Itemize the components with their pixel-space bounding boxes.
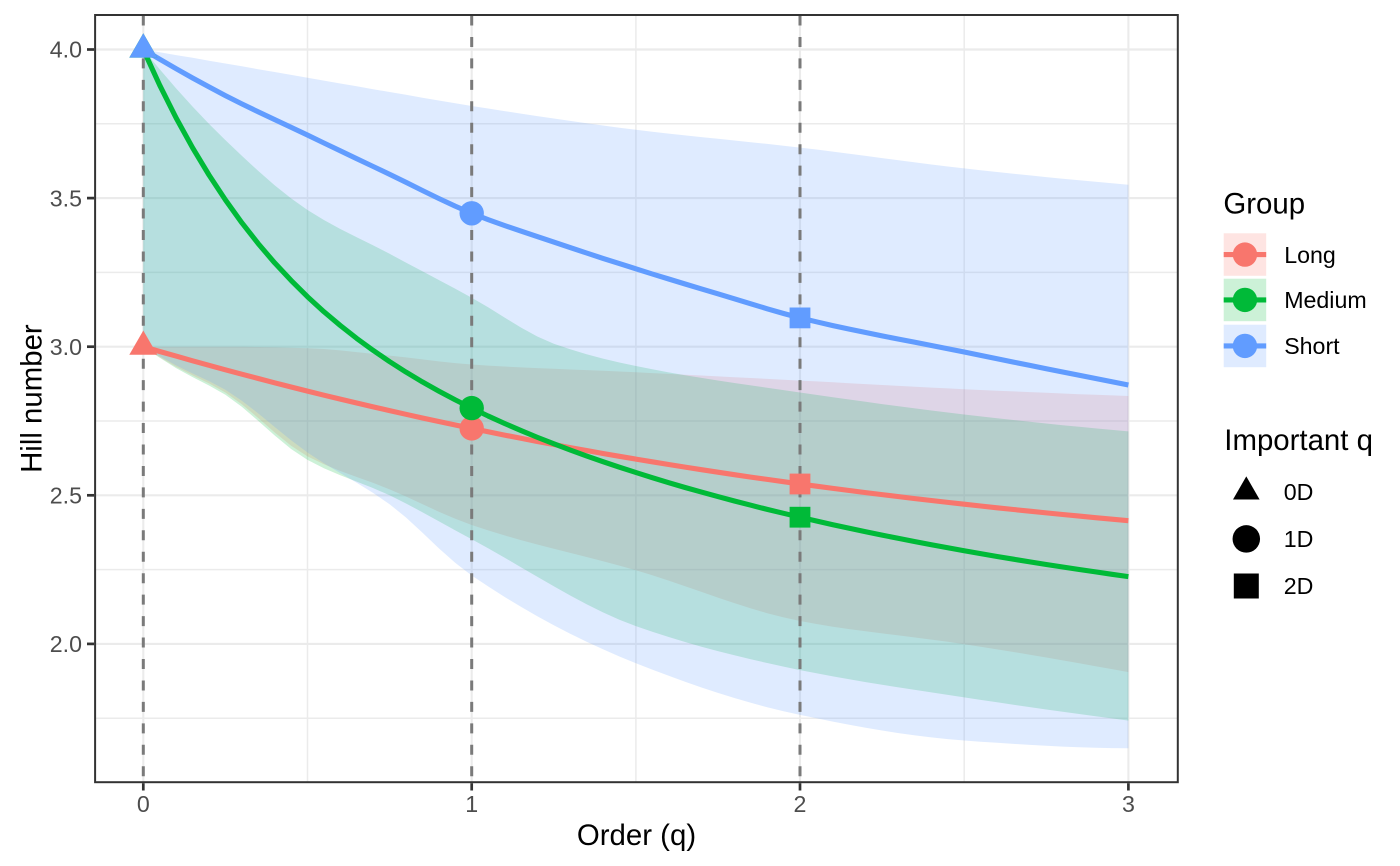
svg-text:Group: Group [1223,188,1305,221]
svg-text:2.0: 2.0 [50,631,82,657]
svg-text:3: 3 [1122,791,1135,817]
svg-text:Important q: Important q [1224,424,1373,457]
svg-text:Long: Long [1284,242,1336,268]
svg-text:2D: 2D [1284,573,1314,599]
svg-text:1D: 1D [1284,526,1314,552]
svg-text:Hill number: Hill number [16,324,49,473]
svg-text:2.5: 2.5 [50,483,82,509]
svg-text:Short: Short [1284,333,1340,359]
svg-text:0: 0 [137,791,150,817]
svg-text:Medium: Medium [1284,287,1366,313]
svg-text:0D: 0D [1284,479,1314,505]
svg-text:2: 2 [794,791,807,817]
svg-text:3.5: 3.5 [50,185,82,211]
svg-text:4.0: 4.0 [50,37,82,63]
svg-text:Order (q): Order (q) [577,819,696,852]
svg-text:3.0: 3.0 [50,334,82,360]
svg-text:1: 1 [465,791,478,817]
